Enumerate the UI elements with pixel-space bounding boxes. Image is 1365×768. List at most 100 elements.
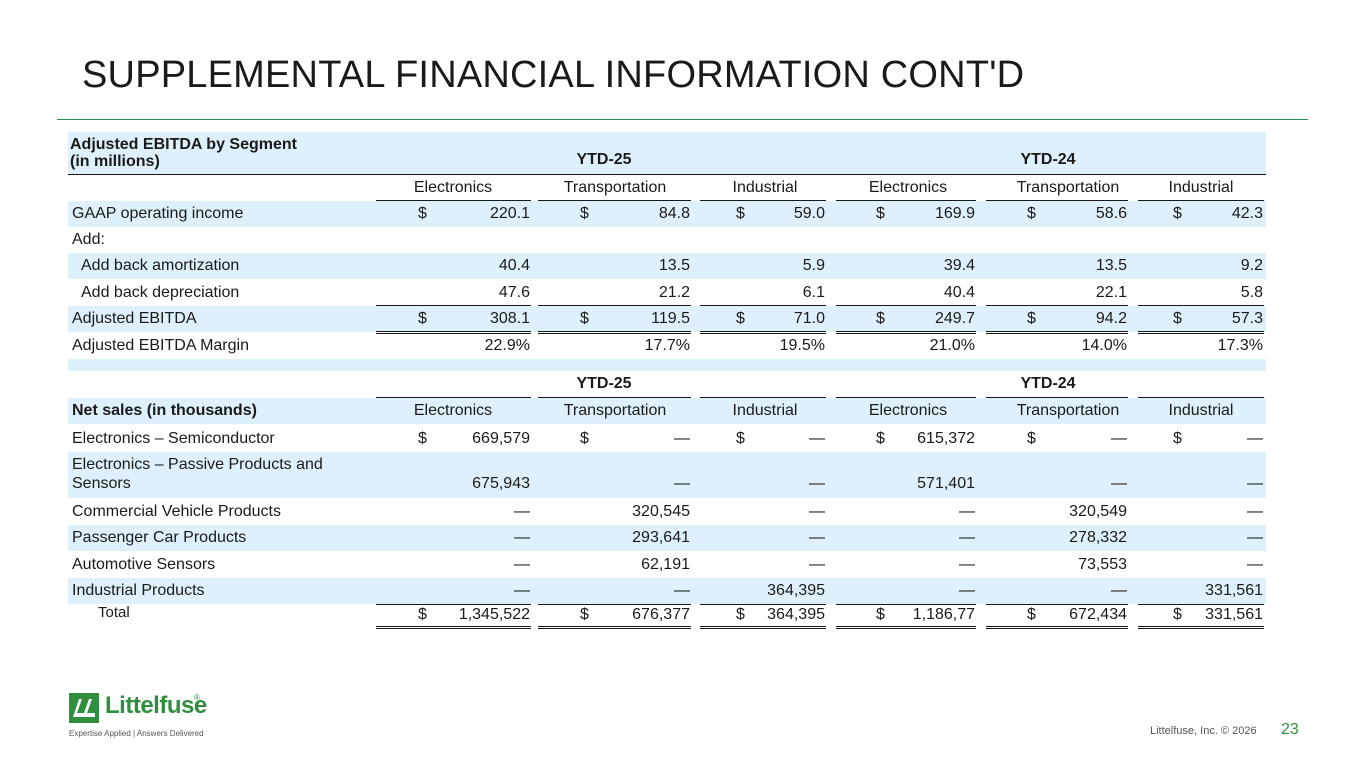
- segment-header: Electronics: [868, 402, 948, 419]
- value-cell: 5.8: [1240, 284, 1263, 301]
- value-cell: 59.0: [793, 205, 825, 222]
- total-double-rule: [1138, 331, 1264, 334]
- value-cell: —: [1111, 582, 1127, 599]
- value-cell: 14.0%: [1081, 337, 1127, 354]
- period-header-ytd25: YTD-25: [576, 151, 632, 168]
- value-cell: —: [1247, 556, 1263, 573]
- dollar-sign: $: [876, 430, 885, 447]
- row-label: Total: [98, 604, 130, 621]
- value-cell: —: [959, 582, 975, 599]
- segment-header: Transportation: [563, 179, 667, 196]
- sales-row: Industrial Products — — 364,395 — — 331,561: [68, 578, 1266, 604]
- row-label: Add back depreciation: [81, 284, 240, 301]
- row-label: GAAP operating income: [72, 205, 244, 222]
- header-rule: [68, 174, 1266, 175]
- sales-row: Passenger Car Products — 293,641 — — 278,332 —: [68, 525, 1266, 551]
- total-double-rule: [1138, 626, 1264, 629]
- value-cell: —: [809, 475, 825, 492]
- row-label: Add back amortization: [81, 257, 240, 274]
- value-cell: 47.6: [498, 284, 530, 301]
- value-cell: 364,395: [767, 606, 825, 623]
- value-cell: 331,561: [1205, 606, 1263, 623]
- value-cell: 675,943: [472, 475, 530, 492]
- period-rule: [376, 397, 531, 398]
- value-cell: 71.0: [793, 310, 825, 327]
- segment-rule: [1138, 200, 1264, 201]
- value-cell: —: [1247, 503, 1263, 520]
- dollar-sign: $: [876, 205, 885, 222]
- value-cell: 308.1: [489, 310, 530, 327]
- total-double-rule: [700, 626, 826, 629]
- value-cell: 19.5%: [779, 337, 825, 354]
- value-cell: —: [809, 556, 825, 573]
- dollar-sign: $: [736, 606, 745, 623]
- dollar-sign: $: [418, 606, 427, 623]
- value-cell: —: [809, 430, 825, 447]
- row-label-line2: Sensors: [72, 475, 131, 492]
- value-cell: 73,553: [1078, 556, 1127, 573]
- value-cell: 676,377: [632, 606, 690, 623]
- total-double-rule: [986, 626, 1128, 629]
- dollar-sign: $: [1173, 310, 1182, 327]
- ebitda-row: Adjusted EBITDA Margin 22.9% 17.7% 19.5% 21.…: [68, 333, 1266, 359]
- subtotal-rule: [538, 604, 691, 605]
- value-cell: 39.4: [943, 257, 975, 274]
- total-double-rule: [376, 626, 531, 629]
- value-cell: —: [514, 529, 530, 546]
- ebitda-row: Add back amortization 40.4 13.5 5.9 39.4 13.5…: [68, 253, 1266, 279]
- period-rule: [1138, 397, 1264, 398]
- dollar-sign: $: [1027, 606, 1036, 623]
- dollar-sign: $: [418, 205, 427, 222]
- value-cell: 21.0%: [929, 337, 975, 354]
- value-cell: 84.8: [658, 205, 690, 222]
- segment-header: Industrial: [1168, 402, 1234, 419]
- value-cell: 58.6: [1095, 205, 1127, 222]
- segment-header: Industrial: [732, 402, 798, 419]
- value-cell: 40.4: [498, 257, 530, 274]
- dollar-sign: $: [580, 606, 589, 623]
- copyright-notice: Littelfuse, Inc. © 2026: [1150, 725, 1257, 737]
- sales-table-title: Net sales (in thousands): [72, 402, 257, 419]
- value-cell: 5.9: [802, 257, 825, 274]
- total-double-rule: [538, 331, 691, 334]
- value-cell: —: [674, 430, 690, 447]
- subtotal-rule: [986, 305, 1128, 306]
- dollar-sign: $: [876, 606, 885, 623]
- segment-rule: [986, 200, 1128, 201]
- subtotal-rule: [538, 305, 691, 306]
- value-cell: 21.2: [658, 284, 690, 301]
- value-cell: 42.3: [1231, 205, 1263, 222]
- value-cell: 1,345,522: [458, 606, 530, 623]
- logo-tagline: Expertise Applied | Answers Delivered: [69, 729, 204, 738]
- row-label: Passenger Car Products: [72, 529, 247, 546]
- value-cell: —: [959, 503, 975, 520]
- value-cell: 1,186,77: [912, 606, 975, 623]
- row-label: Automotive Sensors: [72, 556, 216, 573]
- ebitda-header-row: Adjusted EBITDA by Segment (in millions) Y…: [68, 132, 1266, 174]
- value-cell: —: [1247, 430, 1263, 447]
- value-cell: 9.2: [1240, 257, 1263, 274]
- value-cell: —: [674, 475, 690, 492]
- dollar-sign: $: [580, 430, 589, 447]
- value-cell: 615,372: [917, 430, 975, 447]
- segment-rule: [538, 200, 691, 201]
- sales-row: Electronics – Passive Products and Sensor…: [68, 452, 1266, 498]
- subtotal-rule: [700, 604, 826, 605]
- dollar-sign: $: [1027, 205, 1036, 222]
- table-title: Adjusted EBITDA by Segment: [70, 136, 297, 153]
- subtotal-rule: [836, 305, 976, 306]
- logo-wordmark: Littelfuse: [105, 692, 207, 719]
- ebitda-row: Adjusted EBITDA $308.1 $119.5 $71.0 $249.7 $9…: [68, 306, 1266, 332]
- value-cell: 278,332: [1069, 529, 1127, 546]
- sales-row: Commercial Vehicle Products — 320,545 — — 320…: [68, 498, 1266, 525]
- sales-row: Electronics – Semiconductor $669,579 $ — $ — $…: [68, 426, 1266, 452]
- total-double-rule: [986, 331, 1128, 334]
- value-cell: 293,641: [632, 529, 690, 546]
- value-cell: 364,395: [767, 582, 825, 599]
- littelfuse-logo-icon: [69, 693, 99, 723]
- dollar-sign: $: [418, 310, 427, 327]
- row-label: Add:: [72, 231, 105, 248]
- row-label: Industrial Products: [72, 582, 205, 599]
- dollar-sign: $: [1173, 430, 1182, 447]
- value-cell: —: [959, 529, 975, 546]
